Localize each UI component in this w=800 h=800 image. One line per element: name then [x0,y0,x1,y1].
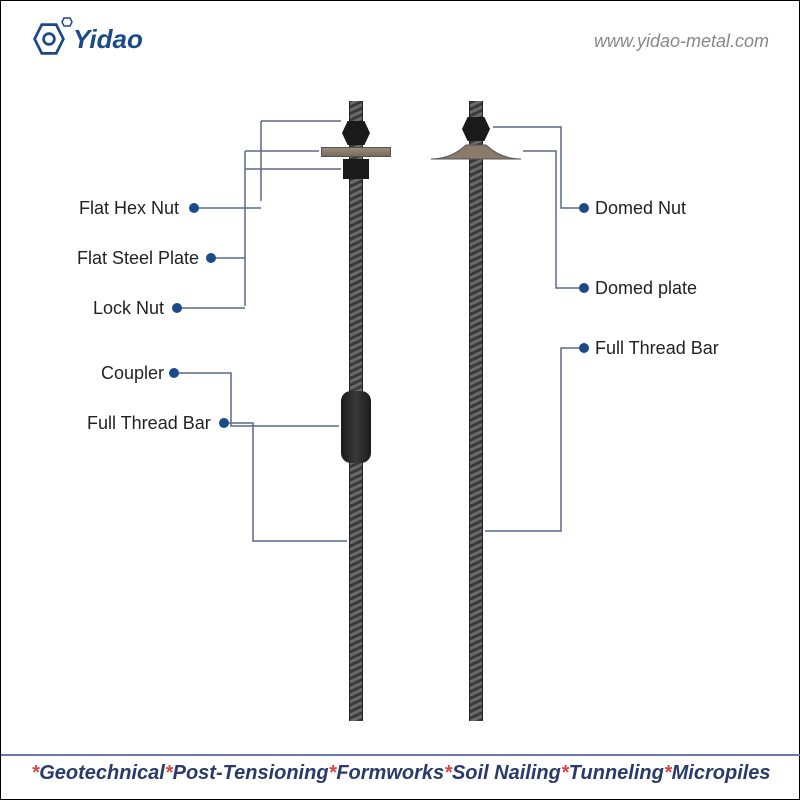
footer-term: Geotechnical [39,762,165,784]
label-dot [579,203,589,213]
footer-applications: *Geotechnical*Post-Tensioning*Formworks*… [1,754,800,785]
logo-small-hex-icon [61,17,73,53]
left-flat-hex-nut [342,121,370,145]
label-dot [579,283,589,293]
website-url: www.yidao-metal.com [594,31,769,52]
brand-logo: Yidao [31,21,143,57]
left-coupler [341,391,371,463]
label-dot [172,303,182,313]
footer-term: Soil Nailing [452,762,561,784]
separator-star: * [444,762,452,784]
label-flat-steel-plate: Flat Steel Plate [77,248,199,269]
label-dot [189,203,199,213]
leader-lines [1,81,800,731]
separator-star: * [664,762,672,784]
label-lock-nut: Lock Nut [93,298,164,319]
left-bar-lower [349,441,363,721]
footer-term: Micropiles [672,762,771,784]
separator-star: * [165,762,173,784]
label-dot [206,253,216,263]
brand-name: Yidao [73,24,143,55]
label-full-thread-bar-right: Full Thread Bar [595,338,719,359]
label-dot [579,343,589,353]
label-dot [219,418,229,428]
label-domed-nut: Domed Nut [595,198,686,219]
right-full-thread-bar [469,101,483,721]
label-full-thread-bar-left: Full Thread Bar [87,413,211,434]
label-domed-plate: Domed plate [595,278,697,299]
footer-term: Tunneling [569,762,664,784]
footer-term: Post-Tensioning [173,762,329,784]
right-domed-nut [462,117,490,141]
left-flat-steel-plate [321,147,391,157]
label-dot [169,368,179,378]
footer-term: Formworks [336,762,444,784]
left-lock-nut [343,159,369,179]
right-domed-plate [431,141,521,161]
product-diagram: Flat Hex Nut Flat Steel Plate Lock Nut C… [1,81,800,731]
label-flat-hex-nut: Flat Hex Nut [79,198,179,219]
separator-star: * [561,762,569,784]
label-coupler: Coupler [101,363,164,384]
left-bar-upper [349,101,363,401]
